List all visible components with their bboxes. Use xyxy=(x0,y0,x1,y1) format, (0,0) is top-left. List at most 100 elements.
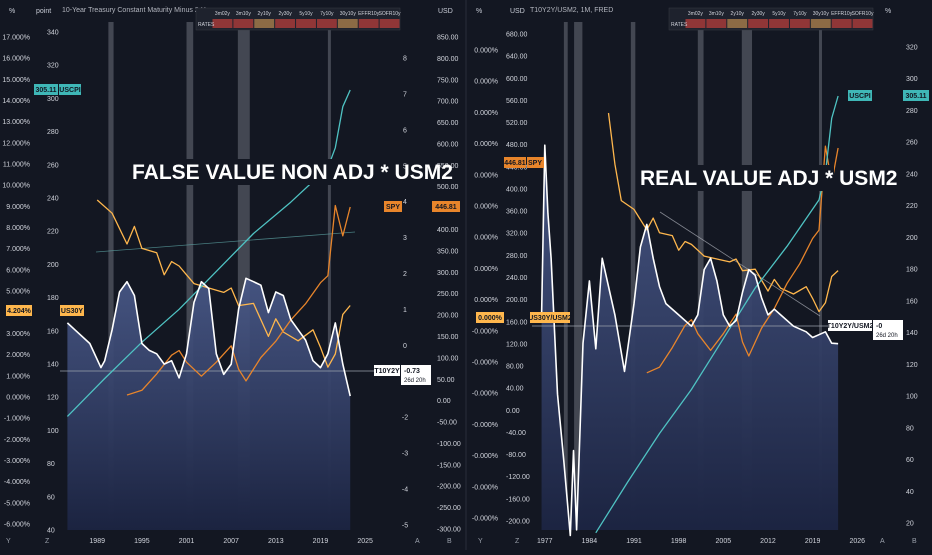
t10y2y-label: T10Y2Y xyxy=(374,368,400,375)
axis-tick-label: 320 xyxy=(906,45,918,52)
t10y2y-value-tag xyxy=(401,365,431,385)
x-tick-label: 2001 xyxy=(179,538,195,545)
corner-letter: Z xyxy=(515,538,520,545)
spy-value-tag xyxy=(504,157,526,168)
axis-tick-label: 500.00 xyxy=(437,184,459,191)
annotation-text: REAL VALUE ADJ * USM2 xyxy=(640,167,898,190)
x-tick-label: 2012 xyxy=(760,538,776,545)
axis-tick-label: 300 xyxy=(47,96,59,103)
annotation-text: FALSE VALUE NON ADJ * USM2 xyxy=(132,161,453,184)
axis-tick-label: -0.000% xyxy=(472,484,498,491)
axis-tick-label: 650.00 xyxy=(437,120,459,127)
series-area-t10y2y xyxy=(541,145,839,536)
axis-unit-label: % xyxy=(9,8,15,15)
t10y2y-label-tag xyxy=(374,365,400,376)
axis-tick-label: -3.000% xyxy=(4,458,30,465)
rates-widget: 3m02y 3m10y 2y10y 2y30y 5y10y 7y10y 30y10y EFFR… xyxy=(668,7,874,31)
corner-letter: B xyxy=(912,538,917,545)
axis-tick-label: -5.000% xyxy=(4,500,30,507)
rates-value-cell xyxy=(685,19,706,28)
axis-tick-label: 600.00 xyxy=(506,76,528,83)
rates-label: RATES xyxy=(671,22,688,28)
axis-tick-label: -0.000% xyxy=(472,360,498,367)
axis-tick-label: 7 xyxy=(403,91,407,98)
axis-tick-label: 60 xyxy=(47,494,55,501)
axis-tick-label: 15.000% xyxy=(2,77,30,84)
axis-tick-label: 11.000% xyxy=(3,162,30,169)
rates-header-cell: 3m02y xyxy=(215,11,231,17)
rates-value-cell xyxy=(212,19,233,28)
axis-tick-label: 6 xyxy=(403,127,407,134)
axis-tick-label: -0.000% xyxy=(472,422,498,429)
axis-tick-label: 320.00 xyxy=(506,231,528,238)
chart-title: 10-Year Treasury Constant Maturity Minus… xyxy=(62,7,223,14)
x-tick-label: 1989 xyxy=(89,538,105,545)
t10y2y-timer: 26d 20h xyxy=(404,378,426,384)
series-line-spy xyxy=(646,145,839,374)
axis-tick-label: -100.00 xyxy=(437,441,461,448)
corner-letter: A xyxy=(415,538,420,545)
axis-tick-label: 250.00 xyxy=(437,291,459,298)
axis-tick-label: -0.000% xyxy=(472,453,498,460)
series-line-us30y xyxy=(96,199,351,368)
axis-tick-label: -4 xyxy=(402,487,408,494)
axis-tick-label: 300.00 xyxy=(437,270,459,277)
axis-tick-label: 200 xyxy=(906,235,918,242)
uscpi-label: USCPI xyxy=(849,93,870,100)
rates-value-cell xyxy=(706,19,727,28)
axis-tick-label: 550.00 xyxy=(437,163,459,170)
rates-header-cell: 5y10y xyxy=(299,11,313,17)
series-line-uscpi xyxy=(66,89,351,417)
axis-tick-label: -300.00 xyxy=(437,527,461,534)
axis-tick-label: 850.00 xyxy=(437,35,459,42)
axis-tick-label: 3 xyxy=(403,235,407,242)
axis-tick-label: 8 xyxy=(403,56,407,63)
axis-tick-label: 17.000% xyxy=(2,35,30,42)
rates-value-cell xyxy=(852,19,873,28)
corner-letter: B xyxy=(447,538,452,545)
axis-tick-label: 480.00 xyxy=(506,142,528,149)
axis-tick-label: 140 xyxy=(47,362,59,369)
axis-tick-label: -160.00 xyxy=(506,496,530,503)
series-area-t10y2y xyxy=(67,278,351,530)
spy-label-tag xyxy=(384,201,402,212)
us30y-label: US30Y xyxy=(61,308,84,315)
axis-tick-label: 120 xyxy=(47,395,59,402)
rates-value-cell xyxy=(748,19,769,28)
t10y2y-value: -0.73 xyxy=(404,368,420,375)
series-line-us30y xyxy=(607,112,839,313)
corner-letter: Y xyxy=(6,538,11,545)
axis-tick-label: 240 xyxy=(47,196,59,203)
rates-header-cell: 5y10y xyxy=(772,11,786,17)
pane-2: 0.000% 0.000% 0.000% 0.000% 0.000% 0.000% 0.00… xyxy=(472,7,929,545)
rates-header-cell: 3m10y xyxy=(709,11,725,17)
axis-tick-label: 120 xyxy=(906,362,918,369)
axis-tick-label: 220 xyxy=(906,203,918,210)
axis-tick-label: -120.00 xyxy=(506,474,530,481)
axis-tick-label: 180 xyxy=(906,267,918,274)
rates-header-cell: 30y10y xyxy=(340,11,357,17)
us30y-label: US30Y/USM2 xyxy=(528,315,572,322)
axis-tick-label: 0.000% xyxy=(474,266,498,273)
rates-widget: 3m02y 3m10y 2y10y 2y30y 5y10y 7y10y 30y10y EFFR… xyxy=(195,7,401,31)
axis-tick-label: 0.000% xyxy=(474,48,498,55)
axis-tick-label: 80 xyxy=(906,425,914,432)
axis-tick-label: -80.00 xyxy=(506,452,526,459)
recession-band xyxy=(237,22,250,530)
us30y-value: 0.000% xyxy=(478,315,503,322)
t10y2y-label: T10Y2Y/USM2 xyxy=(827,323,874,330)
axis-tick-label: 200 xyxy=(47,262,59,269)
uscpi-value: 305.11 xyxy=(35,87,56,94)
axis-tick-label: -200.00 xyxy=(437,484,461,491)
axis-tick-label: 2 xyxy=(403,271,407,278)
axis-tick-label: 2.000% xyxy=(6,352,30,359)
axis-tick-label: 150.00 xyxy=(437,334,459,341)
rates-header-cell: SOFR10y xyxy=(379,11,401,17)
x-tick-label: 2019 xyxy=(313,538,329,545)
spy-value: 446.81 xyxy=(504,160,526,167)
axis-tick-label: 80 xyxy=(47,461,55,468)
rates-header-cell: 30y10y xyxy=(813,11,830,17)
axis-tick-label: 260 xyxy=(906,140,918,147)
axis-tick-label: 10.000% xyxy=(2,183,30,190)
uscpi-label: USCPI xyxy=(59,87,80,94)
